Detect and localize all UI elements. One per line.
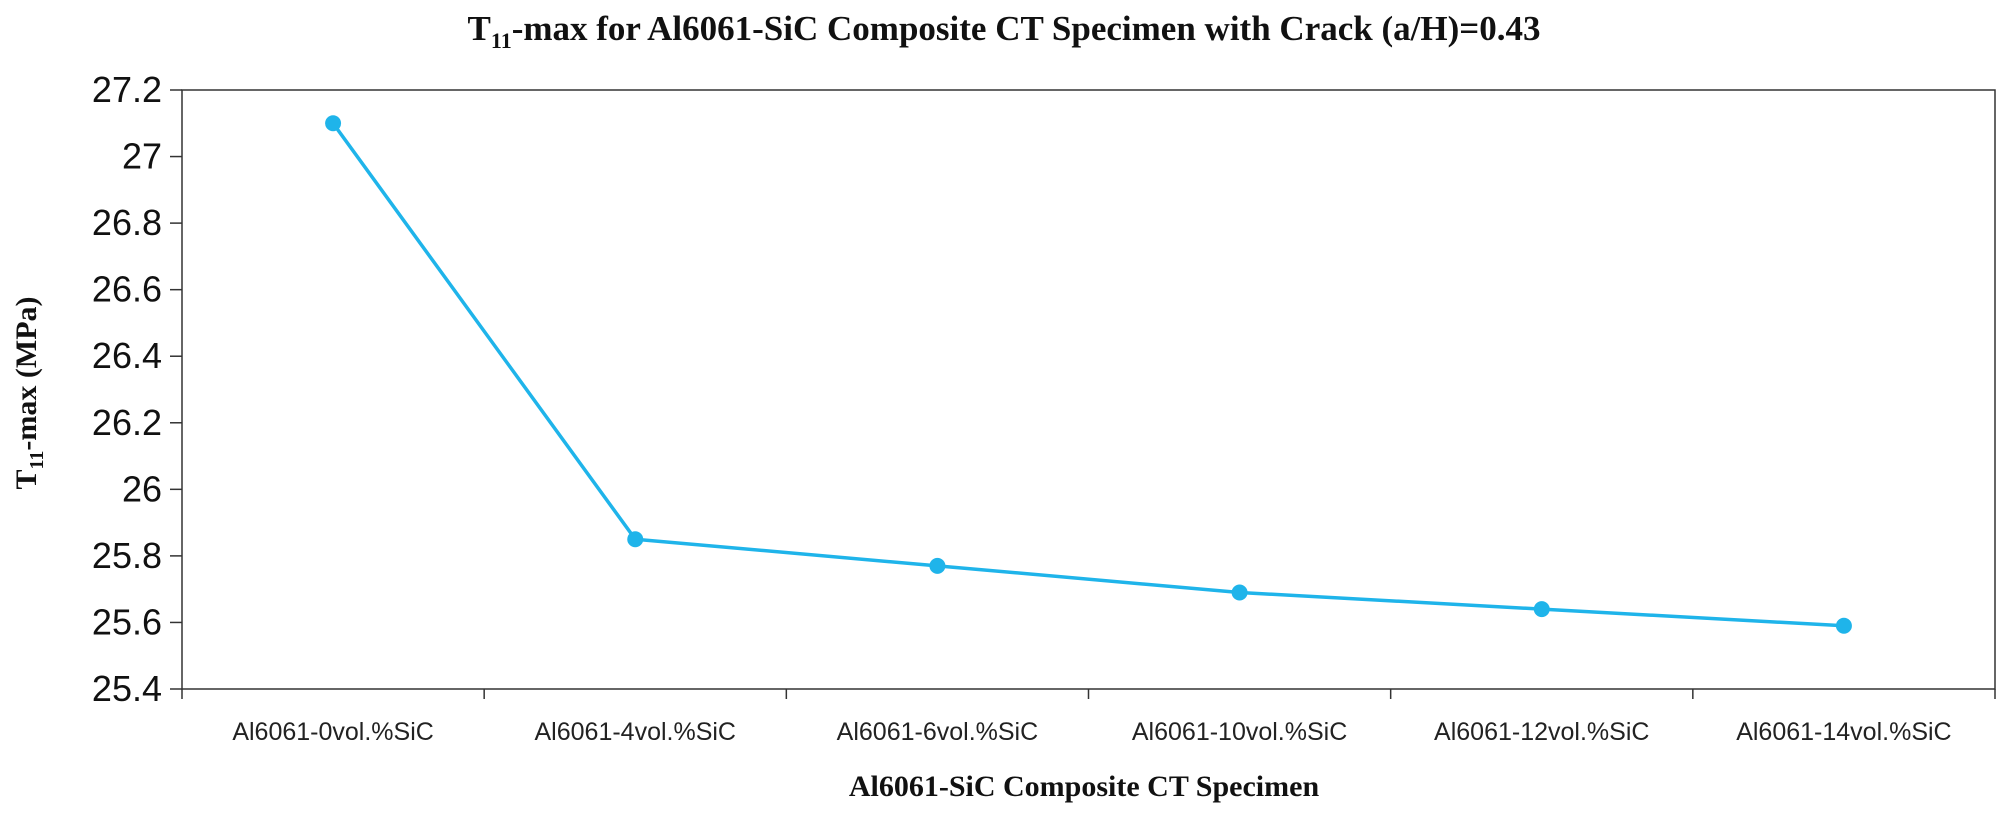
y-tick-label: 26.4	[92, 335, 162, 376]
data-series	[325, 115, 1852, 634]
y-tick-label: 25.6	[92, 601, 162, 642]
y-tick-label: 25.8	[92, 535, 162, 576]
y-tick-label: 27.2	[92, 69, 162, 110]
data-point	[1533, 601, 1550, 618]
data-point	[325, 115, 342, 132]
y-tick-label: 26.2	[92, 402, 162, 443]
x-tick-label: Al6061-12vol.%SiC	[1434, 718, 1649, 746]
chart-title-subscript: 11	[491, 28, 512, 53]
data-point	[1231, 584, 1248, 601]
y-axis-title: T11-max (MPa)	[10, 296, 48, 489]
y-tick-label: 26.6	[92, 269, 162, 310]
chart-title-main: T	[468, 9, 491, 48]
y-axis-title-main: T	[10, 470, 43, 490]
x-tick-label: Al6061-4vol.%SiC	[535, 718, 737, 746]
x-tick-label: Al6061-10vol.%SiC	[1132, 718, 1347, 746]
x-tick-label: Al6061-0vol.%SiC	[232, 718, 434, 746]
y-axis: 25.4 25.6 25.8 26 26.2 26.4 26.6 26.8 27 27.2	[92, 69, 182, 709]
x-axis: Al6061-0vol.%SiC Al6061-4vol.%SiC Al6061-6…	[181, 689, 1996, 746]
data-point	[1835, 617, 1852, 634]
y-tick-label: 27	[122, 136, 162, 177]
y-axis-title-subscript: 11	[26, 451, 48, 470]
y-tick-label: 26.8	[92, 202, 162, 243]
y-axis-title-rest: -max (MPa)	[10, 296, 43, 450]
x-tick-label: Al6061-14vol.%SiC	[1736, 718, 1951, 746]
x-axis-title: Al6061-SiC Composite CT Specimen	[849, 770, 1320, 803]
series-line	[331, 122, 1845, 628]
x-tick-label: Al6061-6vol.%SiC	[837, 718, 1039, 746]
y-tick-label: 25.4	[92, 668, 162, 709]
y-tick-label: 26	[122, 468, 162, 509]
data-point	[627, 531, 644, 548]
chart-title: T11-max for Al6061-SiC Composite CT Spec…	[468, 9, 1541, 53]
chart-title-rest: -max for Al6061-SiC Composite CT Specime…	[512, 9, 1541, 48]
data-point	[929, 557, 946, 574]
